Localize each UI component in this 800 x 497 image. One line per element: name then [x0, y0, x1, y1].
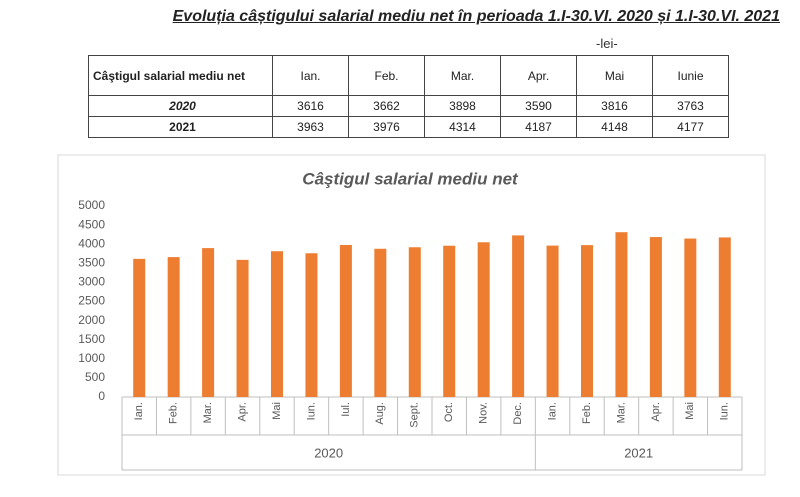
bar [236, 259, 249, 397]
x-tick-label: Iun. [719, 402, 731, 420]
y-tick-label: 5000 [78, 198, 105, 212]
cell: 3976 [348, 116, 425, 138]
x-tick-label: Oct. [443, 402, 455, 422]
bar [477, 242, 490, 397]
x-tick-label: Nov. [478, 402, 490, 424]
y-tick-label: 4000 [78, 236, 105, 250]
cell: 4314 [424, 116, 501, 138]
x-tick-label: Iun. [305, 402, 317, 420]
x-tick-label: Mar. [202, 402, 214, 423]
bar [339, 244, 352, 397]
bar [512, 235, 525, 397]
bar [615, 232, 628, 397]
chart-title: Câştigul salarial mediu net [302, 169, 519, 188]
y-tick-label: 2500 [78, 294, 105, 308]
cell: 4148 [576, 116, 653, 138]
x-tick-label: Aug. [374, 402, 386, 425]
x-tick-label: Feb. [581, 402, 593, 424]
x-tick-label: Dec. [512, 402, 524, 425]
bar [546, 245, 559, 397]
bar [202, 248, 215, 397]
x-tick-label: Ian. [546, 402, 558, 420]
bar [133, 258, 146, 397]
cell: 3963 [272, 116, 349, 138]
bar [167, 257, 180, 397]
x-tick-label: Mar. [615, 402, 627, 423]
bar [718, 237, 731, 397]
bar [408, 247, 421, 397]
y-tick-label: 1500 [78, 332, 105, 346]
cell: 4187 [500, 116, 577, 138]
x-tick-label: Apr. [650, 402, 662, 422]
heading-title: Evoluția câștigului salarial mediu net î… [172, 8, 780, 25]
x-tick-label: Apr. [236, 402, 248, 422]
y-tick-label: 4500 [78, 217, 105, 231]
x-tick-label: Iul. [340, 402, 352, 417]
bar [649, 237, 662, 397]
bar [684, 238, 697, 397]
y-tick-label: 500 [85, 370, 105, 384]
bar [305, 253, 318, 397]
row-label: 2021 [88, 116, 273, 138]
unit-label: -lei- [596, 36, 618, 51]
cell: 3763 [652, 95, 729, 117]
group-label: 2020 [314, 445, 343, 460]
x-tick-label: Ian. [133, 402, 145, 420]
y-tick-label: 0 [98, 389, 105, 403]
x-tick-label: Mai [684, 402, 696, 420]
header-cell: Apr. [500, 55, 577, 96]
bar [581, 245, 593, 397]
x-tick-label: Sept. [409, 402, 421, 428]
header-row: Câştigul salarial mediu net Ian. Feb. Ma… [88, 55, 729, 96]
y-tick-label: 3000 [78, 275, 105, 289]
x-tick-label: Feb. [168, 402, 180, 424]
header-cell: Câştigul salarial mediu net [88, 55, 273, 96]
y-tick-label: 3500 [78, 255, 105, 269]
bar [374, 248, 387, 397]
cell: 3816 [576, 95, 653, 117]
header-cell: Iunie [652, 55, 729, 96]
cell: 4177 [652, 116, 729, 138]
y-tick-label: 2000 [78, 313, 105, 327]
row: 2021 3963 3976 4314 4187 4148 4177 [88, 116, 729, 138]
group-label: 2021 [624, 445, 653, 460]
salary-table: Câştigul salarial mediu net Ian. Feb. Ma… [88, 55, 729, 138]
bar [271, 251, 283, 397]
x-tick-label: Mai [271, 402, 283, 420]
bar [443, 245, 456, 397]
y-tick-label: 1000 [78, 351, 105, 365]
header-cell: Mai [576, 55, 653, 96]
